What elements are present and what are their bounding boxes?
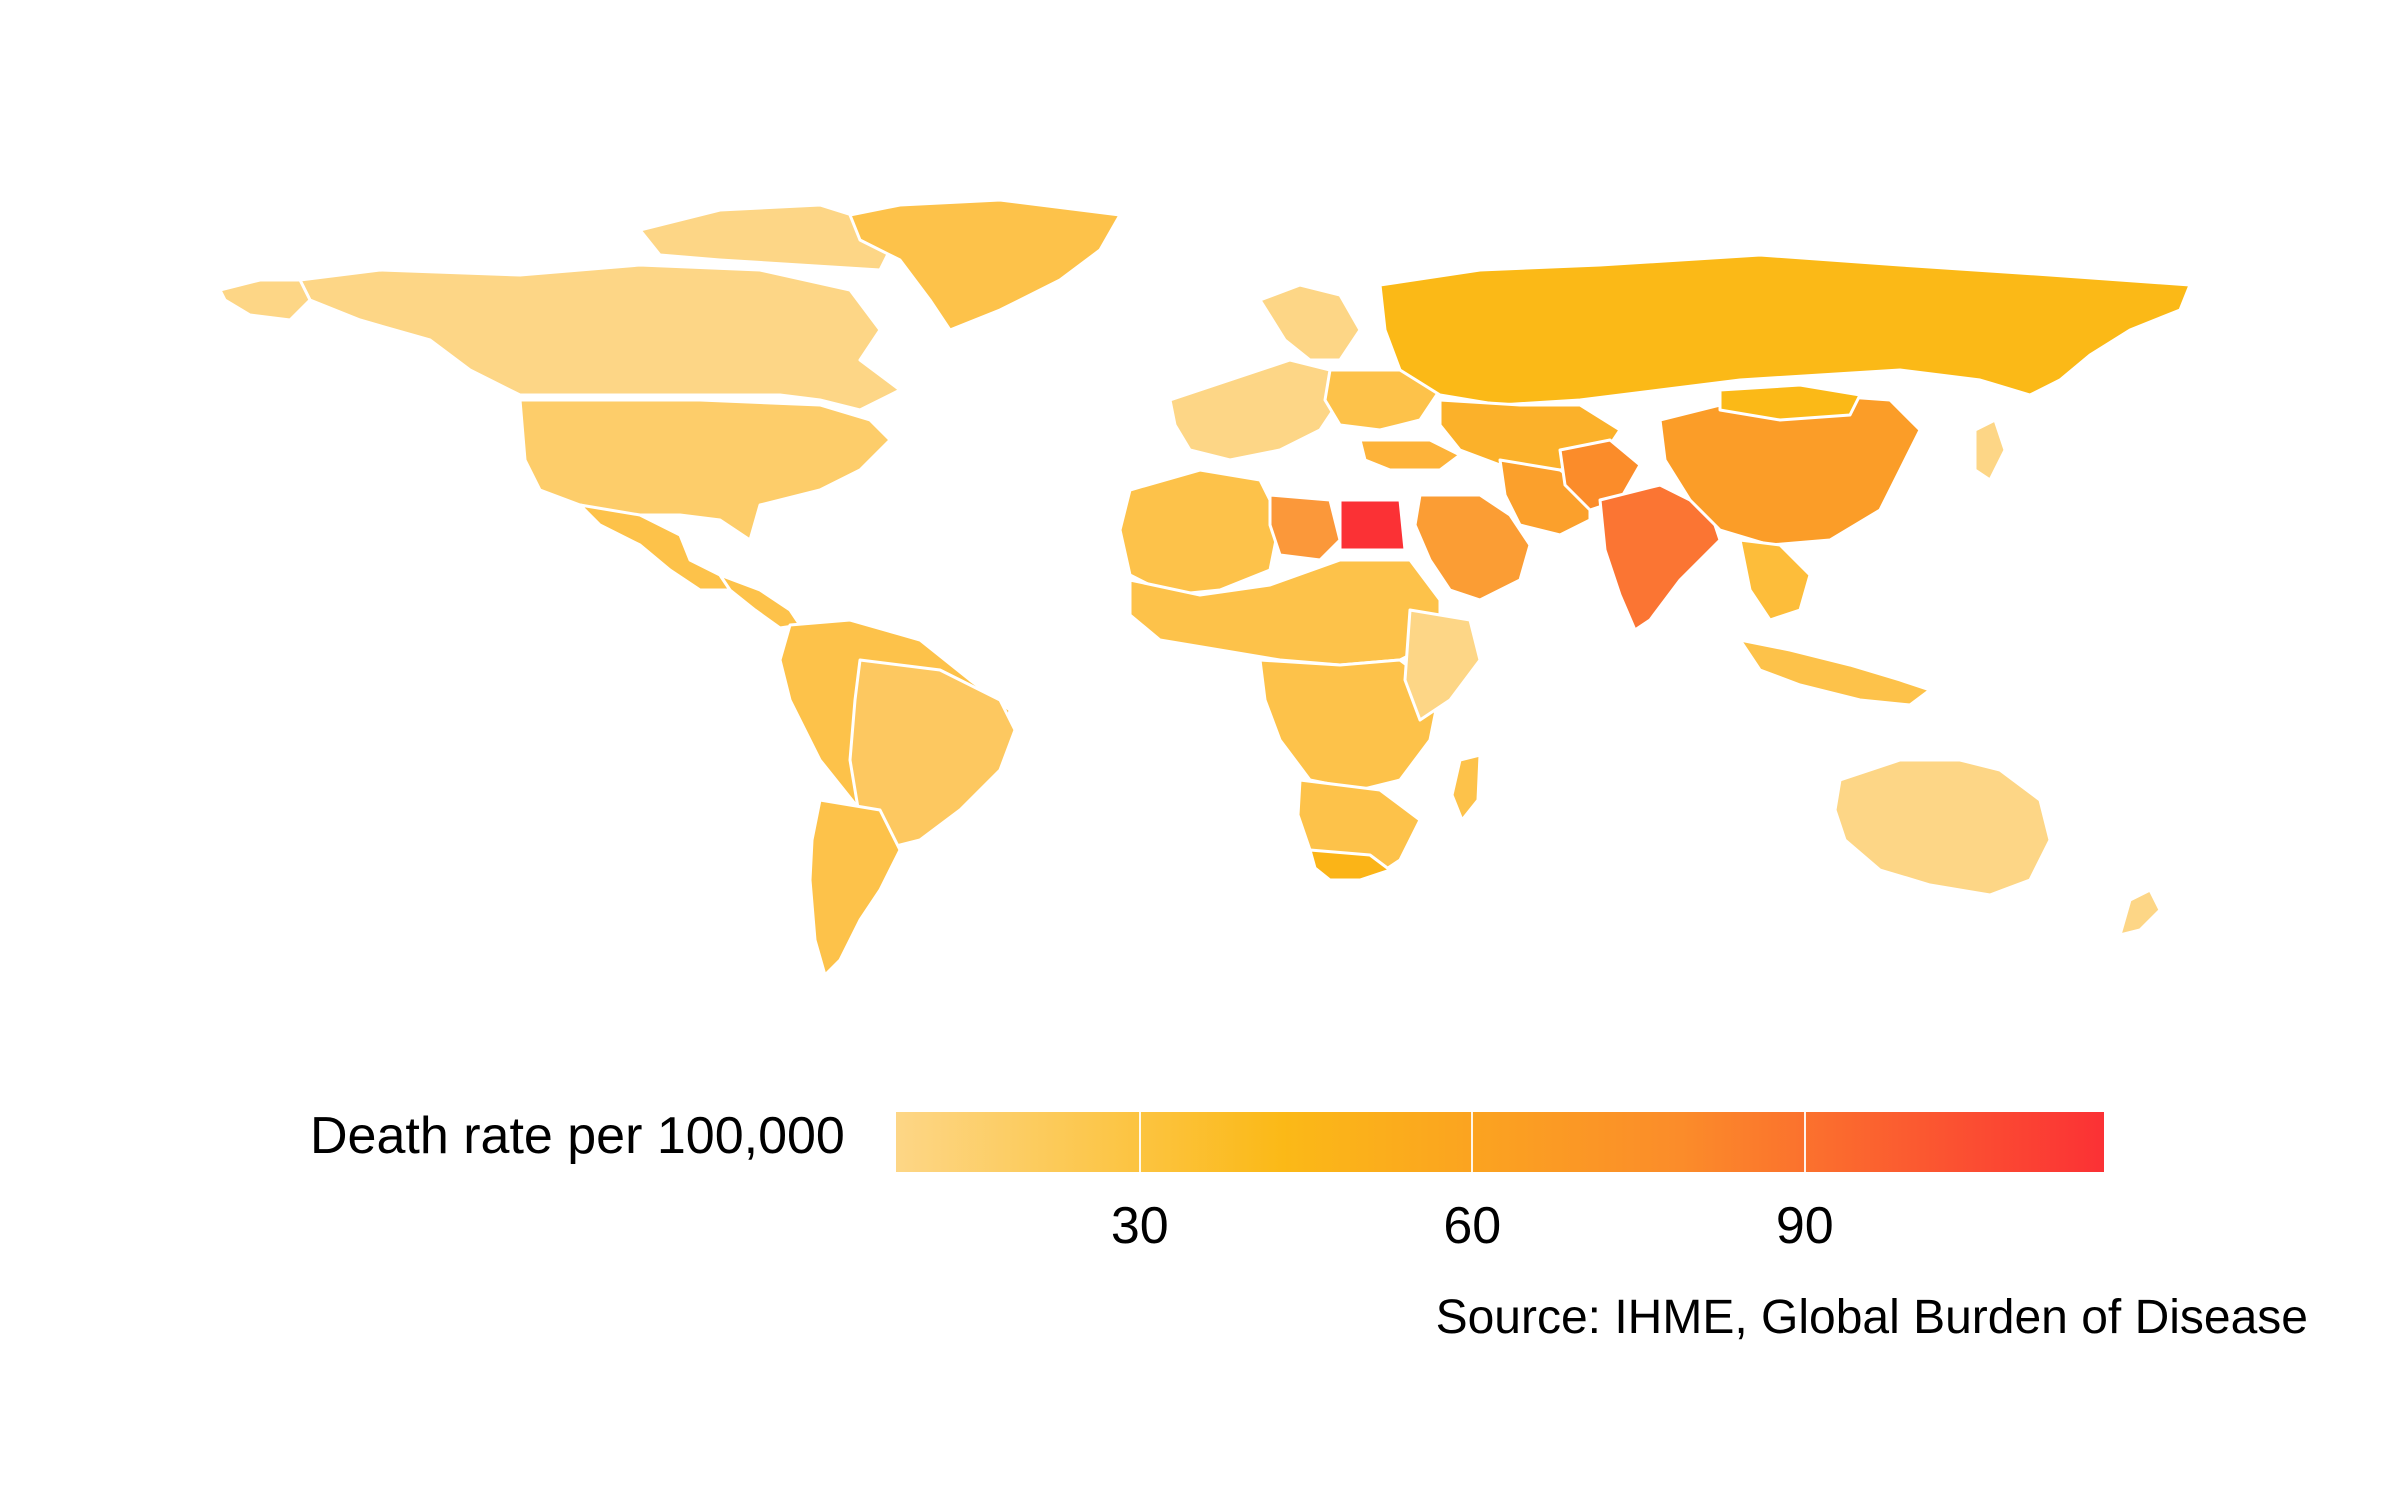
region-brazil xyxy=(848,658,1017,852)
region-southeast-asia xyxy=(1738,538,1812,622)
region-australia xyxy=(1833,758,2052,897)
region-united-states xyxy=(518,398,892,542)
region-new-zealand xyxy=(2118,888,2162,937)
legend-tick-mark xyxy=(1138,1112,1141,1172)
legend-tick-mark xyxy=(1471,1112,1474,1172)
region-north-africa-west xyxy=(1118,468,1282,597)
region-east-africa xyxy=(1403,608,1482,722)
region-canada xyxy=(298,263,902,412)
region-madagascar xyxy=(1450,753,1482,822)
region-central-africa xyxy=(1258,658,1442,792)
region-indonesia xyxy=(1738,638,1932,707)
region-libya xyxy=(1268,493,1342,562)
region-japan xyxy=(1973,418,2007,482)
region-india xyxy=(1598,483,1722,632)
region-russia xyxy=(1378,253,2192,407)
source-caption: Source: IHME, Global Burden of Disease xyxy=(1435,1291,2308,1344)
region-greenland xyxy=(848,198,1122,332)
region-egypt xyxy=(1338,498,1407,552)
region-central-america xyxy=(718,573,802,630)
legend-tick-label: 60 xyxy=(1443,1197,1502,1255)
region-south-africa xyxy=(1308,848,1392,882)
region-mongolia xyxy=(1718,383,1862,422)
legend-tick-label: 30 xyxy=(1110,1197,1169,1255)
legend-colorbar xyxy=(896,1112,2104,1172)
region-canada-islands xyxy=(638,203,902,272)
region-scandinavia xyxy=(1258,283,1362,362)
region-alaska xyxy=(218,278,312,322)
region-saudi-arabia xyxy=(1413,493,1532,602)
region-argentina xyxy=(808,798,902,977)
legend-title: Death rate per 100,000 xyxy=(310,1107,845,1165)
region-europe-west xyxy=(1168,358,1342,462)
region-turkey xyxy=(1358,438,1462,472)
legend-tick-label: 90 xyxy=(1775,1197,1834,1255)
legend-tick-mark xyxy=(1803,1112,1806,1172)
